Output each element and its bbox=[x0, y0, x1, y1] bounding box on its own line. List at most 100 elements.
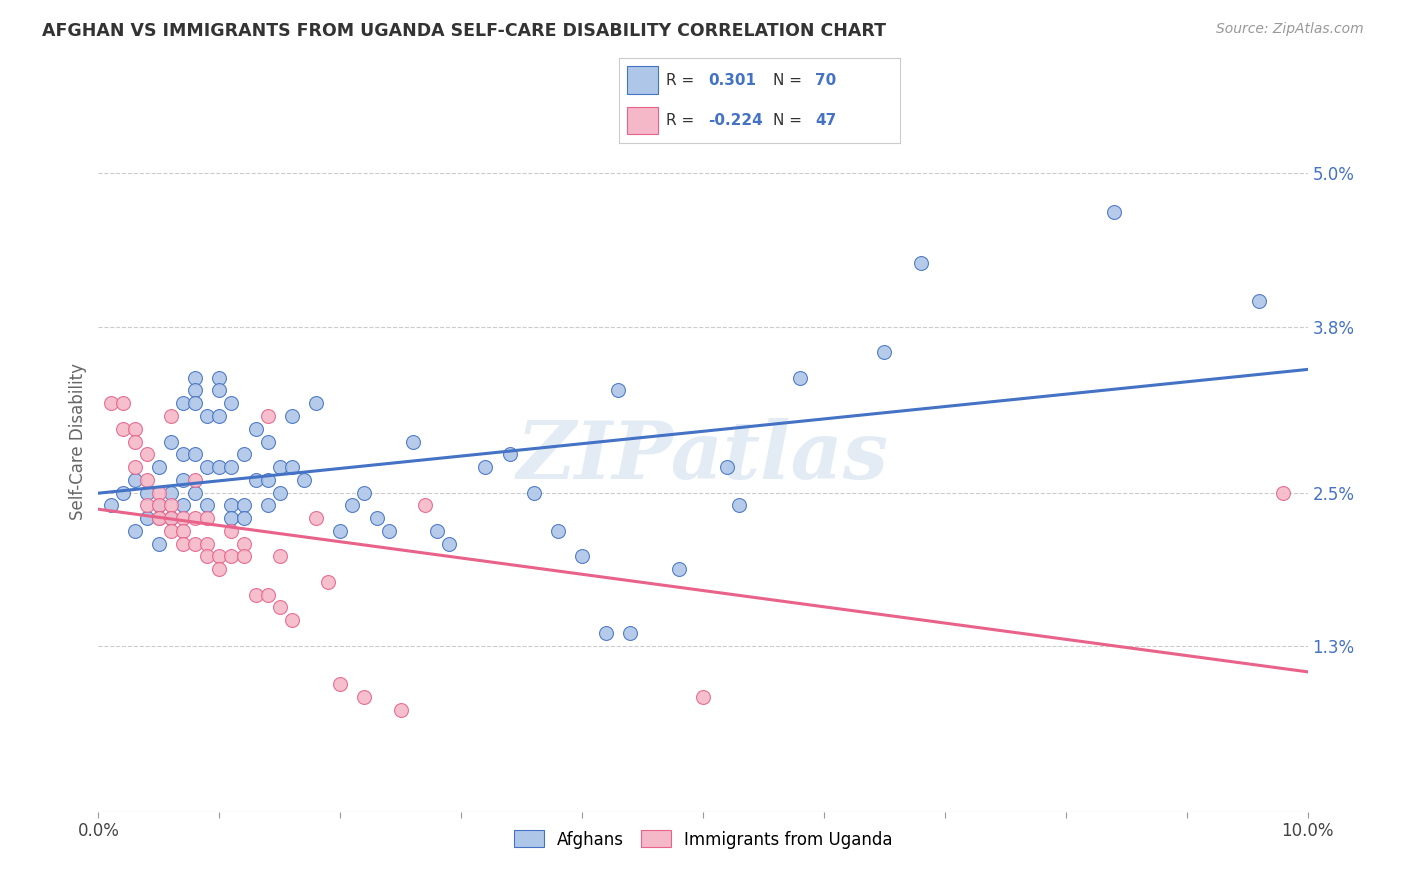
Point bbox=[245, 473, 267, 487]
Point bbox=[221, 460, 243, 475]
Point bbox=[269, 549, 291, 564]
Point bbox=[124, 434, 146, 449]
Point bbox=[402, 434, 425, 449]
Point bbox=[148, 499, 170, 513]
Point bbox=[269, 485, 291, 500]
Point bbox=[135, 485, 157, 500]
Point bbox=[523, 485, 546, 500]
Point bbox=[148, 511, 170, 525]
Text: ZIPatlas: ZIPatlas bbox=[517, 417, 889, 495]
Point bbox=[160, 499, 183, 513]
Point bbox=[571, 549, 593, 564]
Text: 47: 47 bbox=[815, 113, 837, 128]
Point bbox=[281, 613, 304, 627]
Point bbox=[148, 460, 170, 475]
Point bbox=[184, 536, 207, 550]
Point bbox=[160, 434, 183, 449]
Point bbox=[256, 473, 278, 487]
Point bbox=[245, 588, 267, 602]
Point bbox=[256, 588, 278, 602]
Text: R =: R = bbox=[666, 72, 700, 87]
Point bbox=[910, 256, 932, 270]
Point bbox=[208, 370, 231, 384]
Legend: Afghans, Immigrants from Uganda: Afghans, Immigrants from Uganda bbox=[508, 823, 898, 855]
Point bbox=[148, 499, 170, 513]
Point bbox=[547, 524, 569, 538]
Point bbox=[256, 499, 278, 513]
Point bbox=[124, 473, 146, 487]
Text: 70: 70 bbox=[815, 72, 837, 87]
Point bbox=[342, 499, 364, 513]
Point bbox=[172, 511, 194, 525]
Point bbox=[221, 549, 243, 564]
Point bbox=[111, 422, 134, 436]
Point bbox=[1102, 204, 1125, 219]
Point bbox=[148, 511, 170, 525]
Point bbox=[195, 511, 218, 525]
Text: R =: R = bbox=[666, 113, 700, 128]
Point bbox=[281, 460, 304, 475]
Point bbox=[208, 460, 231, 475]
Point bbox=[437, 536, 460, 550]
Point bbox=[100, 396, 122, 410]
Text: N =: N = bbox=[773, 113, 807, 128]
Point bbox=[269, 460, 291, 475]
Point bbox=[256, 434, 278, 449]
Point bbox=[160, 524, 183, 538]
Point bbox=[124, 524, 146, 538]
Point bbox=[184, 370, 207, 384]
Point bbox=[208, 409, 231, 423]
Point bbox=[292, 473, 315, 487]
Point bbox=[135, 473, 157, 487]
Point bbox=[232, 447, 254, 461]
Point bbox=[184, 447, 207, 461]
Point bbox=[148, 536, 170, 550]
Text: 0.301: 0.301 bbox=[709, 72, 756, 87]
Point bbox=[245, 422, 267, 436]
Point bbox=[208, 562, 231, 576]
Point bbox=[172, 499, 194, 513]
Point bbox=[148, 485, 170, 500]
Point bbox=[619, 626, 641, 640]
Text: AFGHAN VS IMMIGRANTS FROM UGANDA SELF-CARE DISABILITY CORRELATION CHART: AFGHAN VS IMMIGRANTS FROM UGANDA SELF-CA… bbox=[42, 22, 886, 40]
Point bbox=[172, 536, 194, 550]
Point bbox=[124, 422, 146, 436]
Point bbox=[1249, 294, 1271, 309]
Point bbox=[353, 690, 375, 704]
Point bbox=[353, 485, 375, 500]
Point bbox=[111, 485, 134, 500]
Y-axis label: Self-Care Disability: Self-Care Disability bbox=[69, 363, 87, 520]
Point bbox=[329, 524, 352, 538]
Point bbox=[195, 409, 218, 423]
Point bbox=[195, 549, 218, 564]
Text: Source: ZipAtlas.com: Source: ZipAtlas.com bbox=[1216, 22, 1364, 37]
Point bbox=[232, 549, 254, 564]
Point bbox=[668, 562, 690, 576]
Point bbox=[692, 690, 714, 704]
Point bbox=[172, 473, 194, 487]
Point bbox=[873, 345, 896, 359]
Point bbox=[426, 524, 449, 538]
Point bbox=[172, 396, 194, 410]
Point bbox=[366, 511, 388, 525]
Point bbox=[172, 447, 194, 461]
Point bbox=[172, 524, 194, 538]
Point bbox=[232, 499, 254, 513]
FancyBboxPatch shape bbox=[627, 107, 658, 134]
Point bbox=[498, 447, 520, 461]
Point bbox=[124, 460, 146, 475]
Point bbox=[232, 511, 254, 525]
Point bbox=[789, 370, 811, 384]
Point bbox=[607, 384, 630, 398]
Point bbox=[232, 536, 254, 550]
Point bbox=[269, 600, 291, 615]
Point bbox=[377, 524, 399, 538]
Point bbox=[413, 499, 436, 513]
Point bbox=[208, 384, 231, 398]
Point bbox=[160, 409, 183, 423]
Point bbox=[100, 499, 122, 513]
FancyBboxPatch shape bbox=[627, 67, 658, 94]
Point bbox=[184, 384, 207, 398]
Point bbox=[305, 396, 328, 410]
Point bbox=[184, 485, 207, 500]
